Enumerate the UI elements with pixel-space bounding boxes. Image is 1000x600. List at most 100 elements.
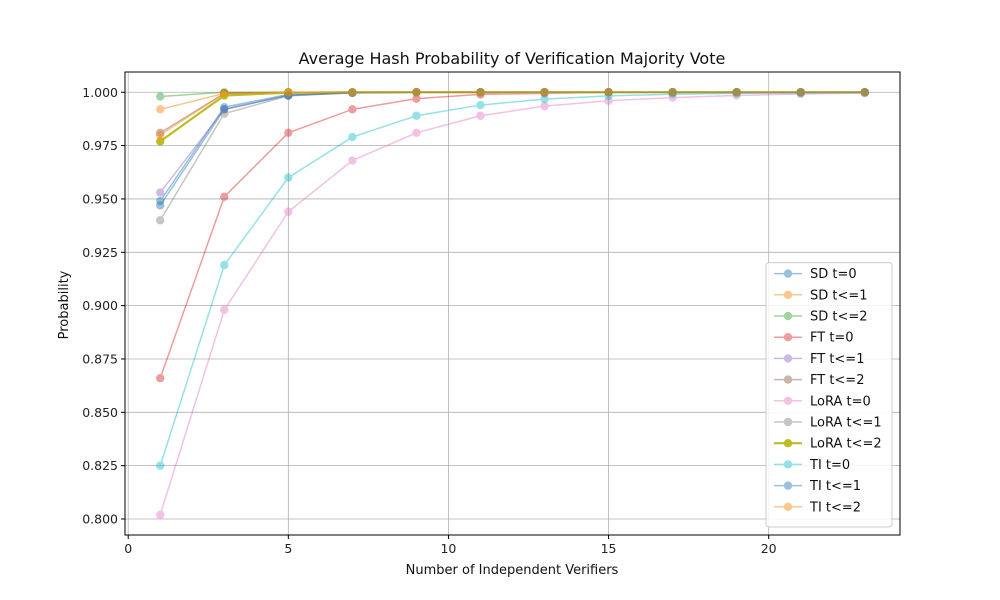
data-point	[284, 88, 293, 97]
data-point	[604, 88, 613, 97]
y-tick-label: 0.850	[82, 405, 118, 420]
plot-frame	[124, 71, 901, 536]
legend-swatch	[774, 460, 802, 469]
series-line	[159, 91, 865, 206]
legend-marker	[783, 333, 793, 342]
legend-label: LoRA t<=2	[810, 437, 882, 452]
series-line	[159, 91, 865, 194]
legend-label: FT t<=1	[810, 352, 864, 367]
series-lora-t-2	[156, 88, 869, 146]
data-point	[348, 88, 357, 97]
x-tick-label: 15	[601, 541, 617, 556]
legend-swatch	[774, 269, 802, 278]
series-group	[156, 88, 869, 519]
data-point	[668, 88, 677, 97]
legend-label: SD t<=1	[810, 288, 868, 303]
data-point	[860, 88, 869, 97]
data-point	[156, 92, 165, 101]
data-point	[284, 173, 293, 182]
legend-item: LoRA t=0	[774, 394, 871, 409]
legend-swatch	[774, 396, 802, 405]
data-point	[732, 89, 741, 98]
legend-swatch	[774, 375, 802, 384]
legend-marker	[783, 375, 793, 384]
series-sd-t-0	[156, 88, 869, 206]
data-point	[220, 305, 229, 315]
data-point	[220, 109, 229, 118]
legend-label: SD t=0	[810, 267, 857, 282]
legend-label: TI t=0	[809, 458, 850, 473]
data-point	[796, 88, 805, 97]
data-point	[796, 88, 805, 97]
y-tick-label: 0.800	[82, 511, 118, 526]
legend-swatch	[774, 502, 802, 511]
legend-label: LoRA t<=1	[810, 416, 882, 431]
data-point	[860, 88, 869, 97]
data-point	[860, 88, 869, 97]
x-tick-label: 10	[440, 541, 456, 556]
data-point	[412, 88, 421, 97]
data-point	[796, 88, 805, 98]
series-line	[159, 92, 865, 515]
data-point	[476, 88, 485, 97]
y-tick-label: 0.925	[82, 245, 118, 260]
legend-swatch	[774, 481, 802, 490]
data-point	[156, 510, 165, 519]
y-tick-label: 0.825	[82, 458, 118, 473]
data-point	[220, 192, 229, 202]
series-ti-t-2	[156, 88, 869, 140]
legend-swatch	[774, 311, 802, 321]
legend-item: SD t<=1	[774, 288, 868, 303]
data-point	[156, 105, 165, 114]
legend-marker	[783, 396, 793, 405]
legend-marker	[783, 354, 793, 363]
data-point	[156, 128, 165, 138]
data-point	[348, 156, 357, 165]
data-point	[412, 88, 421, 97]
legend-box	[765, 262, 893, 528]
legend-marker	[783, 439, 793, 448]
data-point	[348, 132, 357, 142]
data-point	[156, 373, 165, 383]
data-point	[348, 88, 357, 97]
data-point	[284, 91, 293, 100]
data-point	[604, 88, 613, 97]
y-tick-label: 0.875	[82, 351, 118, 366]
data-point	[732, 88, 741, 97]
data-point	[412, 111, 421, 120]
legend-label: TI t<=2	[809, 500, 861, 515]
data-point	[476, 100, 485, 110]
data-point	[604, 91, 613, 101]
data-point	[476, 111, 485, 120]
axes: 0 5 10 15 20 0.800 0.825 0.850 0.875 0.900 0.925 0.…	[82, 71, 901, 556]
legend-marker	[783, 269, 793, 278]
data-point	[156, 196, 165, 206]
legend-swatch	[774, 439, 802, 448]
legend-swatch	[774, 354, 802, 363]
data-point	[668, 88, 677, 97]
legend-item: SD t<=2	[774, 310, 868, 325]
data-point	[284, 207, 293, 216]
legend-item: FT t<=1	[774, 352, 864, 367]
series-lora-t-1	[156, 88, 869, 225]
data-point	[348, 88, 357, 97]
legend-item: TI t<=1	[774, 479, 861, 494]
legend-swatch	[774, 333, 802, 342]
legend-marker	[783, 460, 793, 469]
series-lora-t-0	[156, 88, 869, 519]
legend-item: FT t=0	[774, 331, 854, 346]
legend-marker	[783, 417, 793, 427]
series-ft-t-1	[156, 88, 869, 197]
series-ti-t-1	[156, 88, 869, 210]
legend-item: LoRA t<=2	[774, 437, 882, 452]
data-point	[156, 216, 165, 225]
data-point	[604, 96, 613, 106]
data-point	[668, 89, 677, 99]
data-point	[412, 128, 421, 138]
legend-label: LoRA t=0	[810, 394, 871, 409]
data-point	[156, 201, 165, 210]
series-line	[159, 91, 865, 379]
legend-label: FT t<=2	[810, 373, 864, 388]
data-point	[732, 88, 741, 97]
series-line	[159, 91, 865, 143]
